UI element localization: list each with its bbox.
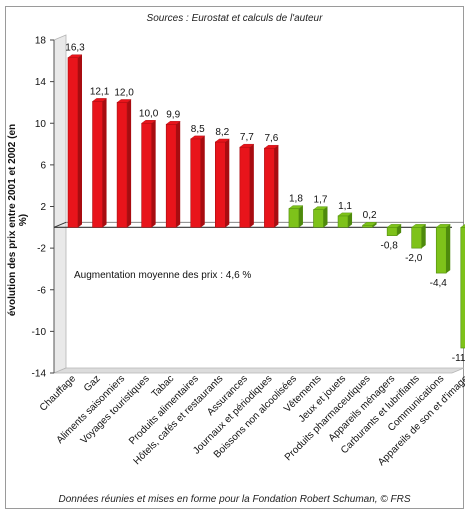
bar-side	[200, 135, 205, 228]
y-tick-label: 10	[35, 119, 47, 130]
y-tick-label: 18	[35, 36, 47, 47]
bar-side	[421, 224, 426, 249]
bar-top	[91, 98, 108, 102]
chart-frame: Sources : Eurostat et calculs de l'auteu…	[5, 6, 465, 509]
bar	[215, 141, 226, 228]
zero-line-depth	[53, 221, 67, 228]
bar-value-label: 1,8	[289, 194, 303, 205]
bar-value-label: -0,8	[381, 241, 399, 252]
bar	[435, 227, 447, 274]
bar-side	[298, 205, 303, 228]
bar	[239, 146, 251, 228]
bar-top	[67, 54, 83, 58]
y-tick-label: -10	[32, 327, 47, 338]
bar-value-label: 10,0	[139, 108, 159, 119]
bar-chart: 18141062-2-6-10-1416,3Chauffage12,1Gaz12…	[32, 34, 465, 468]
bar	[337, 215, 349, 228]
bar	[67, 57, 79, 228]
bar-side	[102, 98, 107, 228]
bar	[288, 208, 300, 228]
bar-top	[411, 224, 427, 228]
bar	[386, 227, 398, 236]
bar-value-label: 7,6	[264, 133, 278, 144]
bar	[141, 122, 152, 228]
bar-side	[176, 121, 181, 228]
y-tick-label: -14	[32, 369, 47, 380]
bar-top	[141, 120, 157, 124]
bar-value-label: 12,1	[90, 86, 110, 97]
bar-top	[312, 206, 329, 210]
bar-top	[165, 121, 181, 125]
bar-side	[249, 144, 254, 228]
axis-side-wall	[53, 34, 67, 374]
bar-value-label: 8,2	[215, 127, 229, 138]
bar-value-label: -4,4	[430, 278, 448, 289]
chart-source: Sources : Eurostat et calculs de l'auteu…	[146, 13, 323, 24]
bar-value-label: 12,0	[114, 87, 134, 98]
bar-top	[288, 205, 304, 209]
average-annotation: Augmentation moyenne des prix : 4,6 %	[74, 270, 251, 281]
chart-floor	[53, 367, 465, 374]
bar-side	[348, 212, 353, 228]
bar-side	[397, 224, 402, 236]
bar-side	[127, 99, 132, 228]
bar-top	[435, 224, 451, 228]
bar-side	[323, 206, 328, 228]
bar	[460, 227, 465, 349]
bar-top	[190, 135, 206, 140]
bar-side	[225, 138, 230, 228]
y-tick-label: 2	[40, 202, 46, 213]
category-label: Gaz	[82, 373, 103, 394]
bar-value-label: 8,5	[191, 124, 205, 135]
bar-top	[337, 212, 353, 217]
y-tick-label: -2	[37, 244, 46, 255]
bar-value-label: -2,0	[405, 253, 423, 264]
y-tick-label: 6	[40, 160, 46, 171]
bar	[165, 123, 177, 228]
bar-top	[214, 138, 230, 143]
bar	[116, 102, 128, 228]
bar-top	[116, 99, 132, 103]
bar-side	[151, 120, 156, 228]
bar	[411, 227, 423, 249]
chart-footer: Données réunies et mises en forme pour l…	[58, 494, 411, 505]
bar-value-label: 16,3	[65, 43, 85, 54]
bar-value-label: -11,6	[452, 353, 465, 364]
bar	[362, 224, 373, 228]
bar-top	[239, 143, 255, 148]
bar-value-label: 9,9	[166, 109, 180, 120]
bar-side	[446, 224, 451, 274]
bar	[92, 101, 103, 228]
bar-top	[263, 145, 279, 149]
y-tick-label: -6	[37, 285, 46, 296]
bar-side	[372, 222, 377, 228]
bar-value-label: 1,7	[314, 195, 328, 206]
bar-top	[362, 222, 378, 226]
bar-side	[78, 54, 82, 228]
bar-value-label: 0,2	[363, 210, 377, 221]
bar-value-label: 1,1	[338, 201, 352, 212]
y-tick-label: 14	[35, 77, 47, 88]
bar-top	[460, 224, 465, 228]
bar-value-label: 7,7	[240, 132, 254, 143]
bar	[190, 138, 202, 228]
bar	[264, 147, 275, 228]
bar	[313, 209, 324, 228]
bar-top	[386, 224, 402, 228]
bar-side	[274, 145, 279, 228]
